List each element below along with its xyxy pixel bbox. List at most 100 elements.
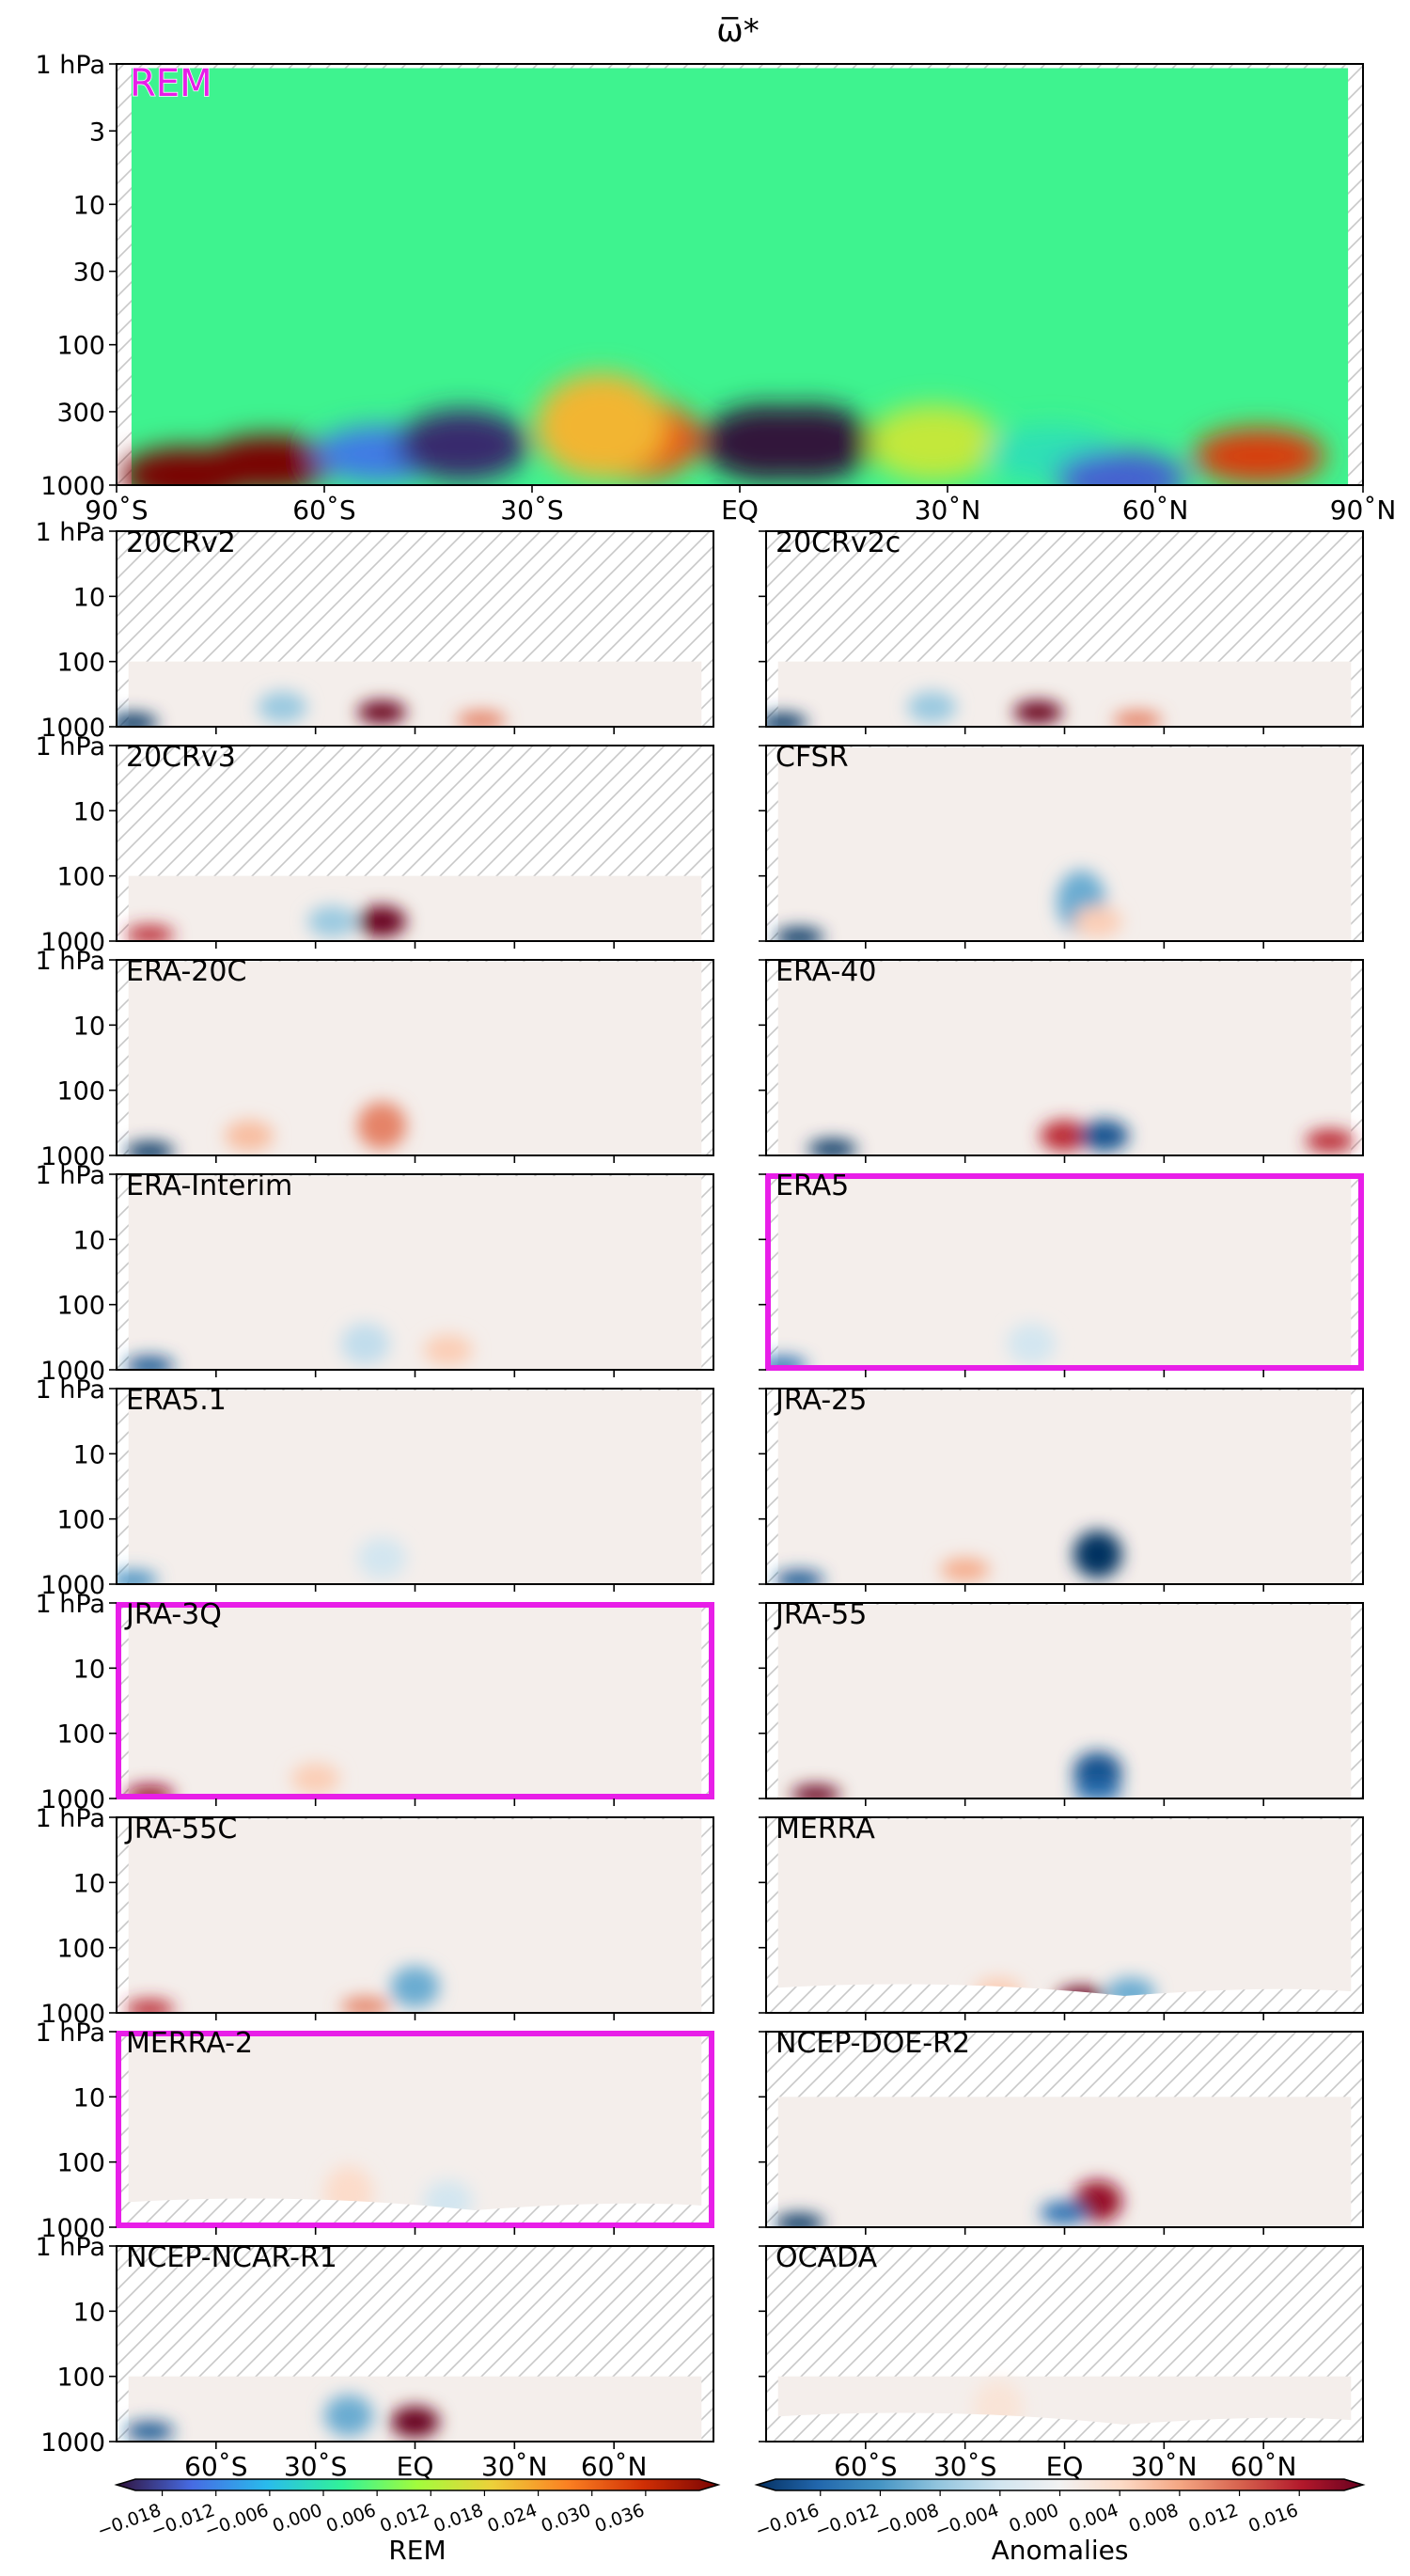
field-feature xyxy=(307,905,357,937)
field-feature xyxy=(357,1537,407,1579)
y-tick-label: 100 xyxy=(56,1935,105,1964)
field-background xyxy=(128,661,702,727)
field-feature xyxy=(258,691,307,723)
highlight-frame xyxy=(116,1602,714,1799)
x-tick-label: 30˚N xyxy=(481,2451,548,2482)
panel-20crv3: 20CRv3 1 hPa 10 100 1000 xyxy=(36,732,714,957)
panel-ncep-ncar-r1: NCEP-NCAR-R1 1 hPa 10 100 1000 60˚S 30˚S EQ 30˚N… xyxy=(36,2233,714,2482)
panel-label: OCADA xyxy=(776,2241,878,2274)
panel-20crv2: 20CRv2 1 hPa 10 100 1000 xyxy=(36,518,714,743)
y-tick-label: 1 hPa xyxy=(36,518,106,547)
x-tick-label: 30˚S xyxy=(933,2451,996,2482)
y-tick-label: 10 xyxy=(73,191,105,220)
panel-ocada: OCADA 60˚S 30˚S EQ 30˚N 60˚N xyxy=(759,2241,1364,2482)
field-background xyxy=(777,1390,1352,1584)
y-tick-label: 1 hPa xyxy=(36,1375,106,1405)
colorbar-tick-label: 0.008 xyxy=(1126,2500,1182,2537)
field-feature xyxy=(125,1357,175,1370)
x-tick-label: EQ xyxy=(721,495,759,526)
field-feature xyxy=(766,714,807,727)
field-feature xyxy=(357,905,407,937)
field-feature xyxy=(117,714,158,727)
panel-jra-25: JRA-25 xyxy=(759,1384,1364,1592)
figure-title: ω̅* xyxy=(716,12,759,50)
field-feature xyxy=(125,2422,175,2442)
highlight-frame xyxy=(116,2031,714,2228)
field-feature xyxy=(390,1966,440,2008)
colorbar-tick-label: −0.016 xyxy=(753,2500,822,2542)
field-feature xyxy=(1073,1783,1122,1798)
panel-cfsr: CFSR xyxy=(759,741,1364,949)
y-tick-label: 100 xyxy=(56,1506,105,1535)
colorbar-tick-label: 0.016 xyxy=(1246,2500,1301,2537)
colorbar-tick-label: 0.000 xyxy=(1007,2500,1062,2537)
colorbar-tick-label: 0.012 xyxy=(1186,2500,1242,2537)
y-tick-label: 1000 xyxy=(40,472,105,501)
y-tick-label: 100 xyxy=(56,863,105,892)
panel-jra-55: JRA-55 xyxy=(759,1598,1364,1806)
field-background xyxy=(128,1605,702,1798)
field-background xyxy=(777,1605,1352,1798)
field-background xyxy=(777,1176,1352,1370)
y-tick-label: 100 xyxy=(56,2149,105,2178)
y-tick-label: 1000 xyxy=(40,928,105,957)
y-tick-label: 30 xyxy=(73,259,105,288)
x-tick-label: EQ xyxy=(397,2451,434,2482)
panel-label: NCEP-DOE-R2 xyxy=(776,2027,970,2060)
y-tick-label: 1 hPa xyxy=(36,1161,106,1190)
x-tick-label: 30˚S xyxy=(500,495,563,526)
field-feature xyxy=(357,1102,407,1150)
field-feature xyxy=(1113,711,1163,727)
x-tick-label: 60˚N xyxy=(1230,2451,1297,2482)
colorbar-label: REM xyxy=(388,2535,446,2566)
field-feature xyxy=(1013,700,1063,724)
colorbar-tick-label: −0.008 xyxy=(872,2500,942,2542)
panel-merra: MERRA xyxy=(759,1813,1364,2020)
field-background xyxy=(128,2034,702,2227)
y-tick-label: 1000 xyxy=(40,1785,105,1814)
colorbar-tick-label: 0.006 xyxy=(323,2500,379,2537)
field-background xyxy=(128,1390,702,1584)
y-tick-label: 100 xyxy=(56,332,105,361)
panel-label: CFSR xyxy=(776,741,849,774)
y-tick-label: 10 xyxy=(73,1012,105,1041)
y-tick-label: 10 xyxy=(73,1440,105,1469)
y-tick-label: 100 xyxy=(56,1292,105,1321)
panel-label: ERA5.1 xyxy=(126,1384,227,1417)
field-feature xyxy=(1193,427,1325,484)
panel-label: 20CRv3 xyxy=(126,741,236,774)
panel-era5: ERA5 xyxy=(759,1170,1364,1377)
highlight-frame xyxy=(765,1173,1364,1371)
y-tick-label: 1000 xyxy=(40,1357,105,1386)
x-tick-label: 60˚S xyxy=(292,495,355,526)
y-tick-label: 100 xyxy=(56,2364,105,2393)
field-feature xyxy=(1007,1323,1057,1365)
x-tick-label: 30˚S xyxy=(284,2451,347,2482)
field-feature xyxy=(940,1558,990,1581)
field-feature xyxy=(457,711,507,727)
panel-label: MERRA-2 xyxy=(126,2027,253,2060)
field-feature xyxy=(225,1120,274,1152)
hatch-area xyxy=(766,1984,1363,2013)
colorbar-tick-label: −0.012 xyxy=(813,2500,883,2542)
field-background xyxy=(777,661,1352,727)
field-feature xyxy=(125,2000,175,2013)
field-feature xyxy=(1305,1129,1355,1153)
panel-label: 20CRv2 xyxy=(126,526,236,559)
y-tick-label: 100 xyxy=(56,1077,105,1107)
x-tick-label: 60˚S xyxy=(184,2451,247,2482)
panel-label: JRA-55 xyxy=(774,1598,867,1631)
colorbar-anomalies: −0.016−0.012−0.008−0.004 0.000 0.004 0.008 0… xyxy=(753,2478,1366,2566)
y-tick-label: 10 xyxy=(73,2083,105,2113)
y-tick-label: 1 hPa xyxy=(36,51,106,80)
panel-label: MERRA xyxy=(776,1813,875,1846)
y-tick-label: 10 xyxy=(73,2298,105,2327)
field-feature xyxy=(701,404,834,481)
field-background xyxy=(128,1176,702,1370)
colorbars: −0.018−0.012−0.0060.0000.0060.0120.0180.… xyxy=(95,2478,1366,2566)
panel-label: JRA-25 xyxy=(774,1384,867,1417)
field-feature xyxy=(340,1997,390,2013)
field-background xyxy=(128,875,702,941)
